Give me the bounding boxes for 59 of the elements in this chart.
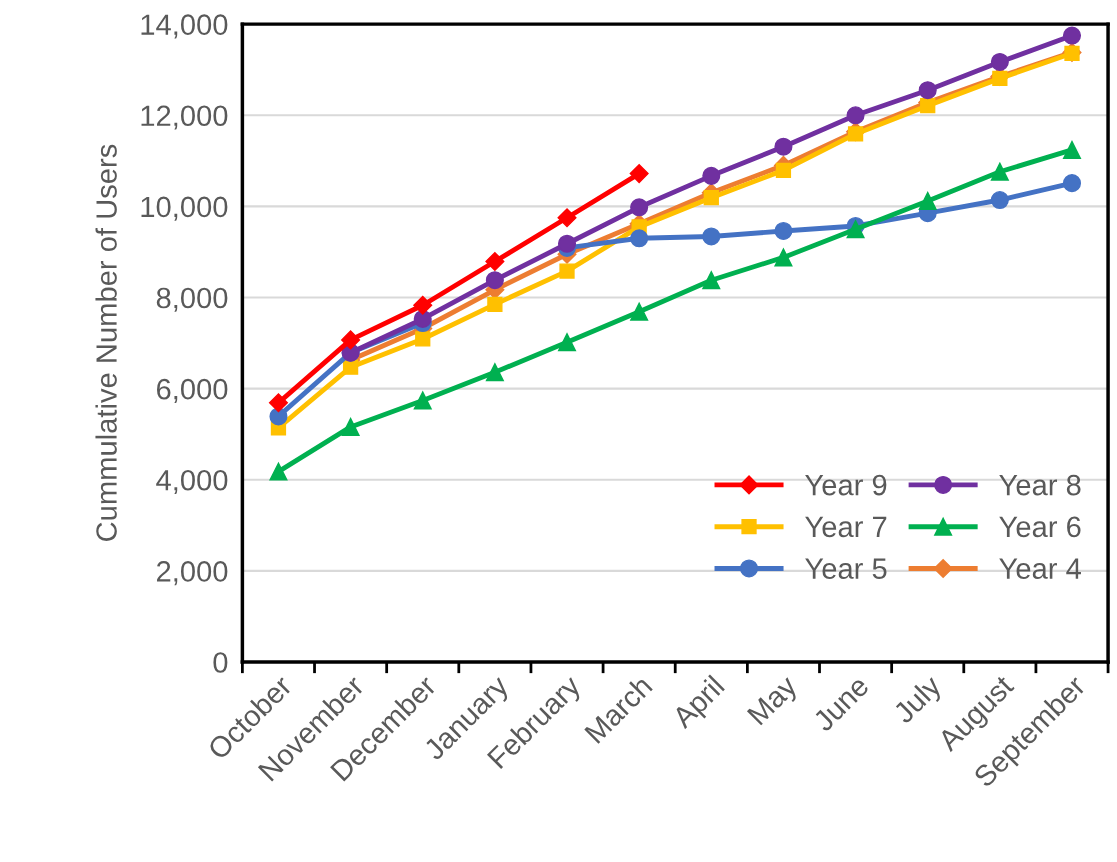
y-tick-label: 6,000 bbox=[157, 378, 228, 403]
point bbox=[992, 70, 1008, 86]
point bbox=[557, 208, 577, 228]
legend-label: Year 7 bbox=[805, 516, 887, 538]
point bbox=[990, 162, 1009, 181]
y-tick-label: 2,000 bbox=[156, 561, 228, 586]
point bbox=[774, 248, 793, 267]
point bbox=[485, 271, 504, 290]
legend-label: Year 9 bbox=[805, 474, 887, 496]
point bbox=[269, 462, 288, 481]
y-tick-label: 4,000 bbox=[156, 469, 228, 495]
point bbox=[413, 309, 432, 328]
point bbox=[918, 191, 937, 210]
point bbox=[702, 227, 721, 246]
point bbox=[413, 391, 432, 410]
x-tick-label: July bbox=[891, 673, 947, 729]
point bbox=[846, 106, 865, 125]
x-tick-label: May bbox=[746, 673, 803, 730]
point bbox=[774, 137, 793, 156]
point bbox=[846, 220, 865, 239]
point bbox=[630, 229, 649, 248]
point bbox=[413, 295, 433, 315]
legend-label: Year 8 bbox=[999, 474, 1081, 496]
y-tick-label: 10,000 bbox=[141, 196, 228, 221]
point bbox=[702, 166, 721, 185]
point bbox=[1062, 26, 1082, 45]
point bbox=[341, 417, 360, 436]
y-axis-title: Cummulative Number of Users bbox=[95, 144, 117, 541]
point bbox=[920, 98, 936, 114]
y-tick-label: 8,000 bbox=[156, 287, 228, 312]
point bbox=[990, 52, 1009, 71]
point bbox=[702, 271, 721, 290]
point bbox=[775, 162, 792, 179]
point bbox=[630, 302, 649, 321]
legend-label: Year 5 bbox=[805, 558, 887, 579]
point bbox=[629, 164, 649, 184]
point bbox=[918, 81, 937, 100]
point bbox=[1062, 174, 1082, 193]
y-tick-label: 12,000 bbox=[141, 105, 228, 130]
point bbox=[557, 234, 577, 253]
y-tick-label: 14,000 bbox=[141, 14, 228, 39]
point bbox=[847, 126, 864, 142]
point bbox=[557, 333, 577, 352]
point bbox=[1062, 140, 1082, 159]
point bbox=[485, 363, 504, 382]
point bbox=[485, 251, 505, 272]
point bbox=[342, 359, 359, 375]
point bbox=[774, 221, 793, 241]
legend-label: Year 4 bbox=[999, 558, 1081, 579]
point bbox=[487, 296, 503, 312]
legend-label: Year 6 bbox=[999, 516, 1081, 538]
point bbox=[990, 190, 1009, 210]
point bbox=[268, 393, 288, 413]
y-tick-label: 0 bbox=[213, 652, 228, 673]
point bbox=[630, 198, 649, 217]
point bbox=[341, 330, 361, 350]
point bbox=[559, 263, 575, 279]
point bbox=[415, 331, 431, 347]
point bbox=[703, 190, 719, 206]
